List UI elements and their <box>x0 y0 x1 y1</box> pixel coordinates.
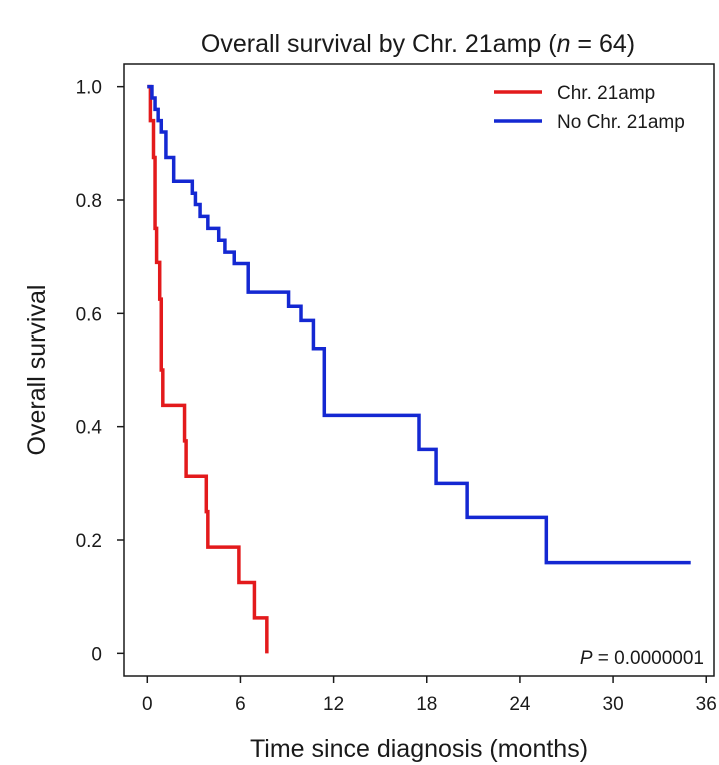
y-tick-label: 1.0 <box>76 78 102 99</box>
y-tick-label: 0.6 <box>76 304 102 325</box>
x-tick-label: 18 <box>416 694 437 715</box>
chart-title: Overall survival by Chr. 21amp (n = 64) <box>201 30 635 58</box>
legend-label: No Chr. 21amp <box>557 112 685 133</box>
series-line-no-chr-21amp <box>147 84 691 565</box>
series-group <box>147 84 691 654</box>
y-axis: 0 0.2 0.4 0.6 0.8 1.0 <box>76 78 124 665</box>
p-value-annotation: P = 0.0000001 <box>580 648 704 669</box>
plot-frame <box>123 63 715 677</box>
y-tick-label: 0.8 <box>76 191 102 212</box>
series-line-chr-21amp <box>147 84 269 654</box>
x-tick-label: 24 <box>509 694 531 715</box>
y-tick-label: 0 <box>91 644 102 665</box>
y-tick-label: 0.2 <box>76 531 102 552</box>
x-tick-label: 12 <box>323 694 344 715</box>
y-tick-label: 0.4 <box>76 418 103 439</box>
x-axis: 0 6 12 18 24 30 36 <box>142 676 717 715</box>
legend: Chr. 21amp No Chr. 21amp <box>494 83 685 133</box>
x-tick-label: 30 <box>603 694 624 715</box>
x-tick-label: 6 <box>235 694 246 715</box>
x-tick-label: 0 <box>142 694 153 715</box>
legend-label: Chr. 21amp <box>557 83 655 104</box>
x-tick-label: 36 <box>696 694 717 715</box>
x-axis-label: Time since diagnosis (months) <box>250 735 588 763</box>
y-axis-label: Overall survival <box>23 285 51 456</box>
